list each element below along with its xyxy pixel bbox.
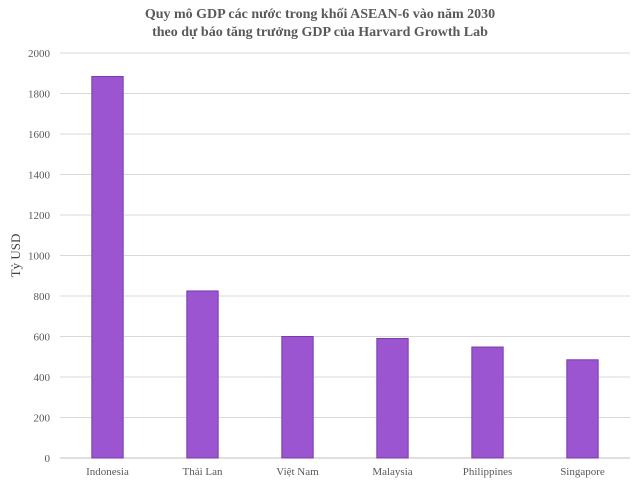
y-tick-label: 1000 bbox=[28, 251, 51, 263]
chart-title-block: Quy mô GDP các nước trong khối ASEAN-6 v… bbox=[0, 6, 640, 42]
bar-malaysia bbox=[376, 338, 409, 459]
y-tick-label: 1800 bbox=[28, 89, 51, 101]
y-tick-label: 600 bbox=[34, 332, 51, 344]
bar-singapore bbox=[566, 359, 599, 459]
x-tick-label: Philippines bbox=[463, 466, 513, 478]
y-tick-label: 1200 bbox=[28, 210, 51, 222]
chart-subtitle: theo dự báo tăng trưởng GDP của Harvard … bbox=[152, 25, 488, 40]
y-tick-label: 2000 bbox=[28, 48, 51, 60]
bars bbox=[91, 75, 599, 459]
x-tick-labels: Indonesia Thái Lan Việt Nam Malaysia Philipp… bbox=[86, 466, 605, 478]
y-tick-label: 800 bbox=[34, 291, 51, 303]
x-tick-label: Thái Lan bbox=[182, 466, 223, 478]
y-tick-label: 400 bbox=[34, 372, 51, 384]
x-tick-label: Việt Nam bbox=[276, 466, 319, 478]
bar-philippines bbox=[471, 346, 504, 459]
y-tick-label: 0 bbox=[45, 453, 51, 465]
y-tick-label: 1600 bbox=[28, 129, 51, 141]
y-tick-label: 1400 bbox=[28, 170, 51, 182]
x-tick-label: Indonesia bbox=[86, 466, 129, 478]
bar-việt-nam bbox=[281, 336, 314, 459]
chart-title: Quy mô GDP các nước trong khối ASEAN-6 v… bbox=[144, 7, 496, 22]
x-tick-label: Malaysia bbox=[372, 466, 412, 478]
bar-thái-lan bbox=[186, 290, 219, 459]
y-tick-label: 200 bbox=[34, 413, 51, 425]
gridlines bbox=[60, 52, 630, 459]
y-axis-label: Tỷ USD bbox=[8, 234, 23, 278]
x-tick-label: Singapore bbox=[560, 466, 605, 478]
y-tick-labels: 0 200 400 600 800 1000 1200 1400 1600 1800 2000 bbox=[28, 48, 51, 465]
bar-indonesia bbox=[91, 75, 124, 459]
